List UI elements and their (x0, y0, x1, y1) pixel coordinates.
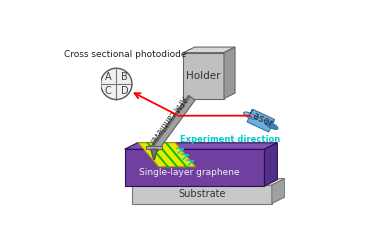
Polygon shape (224, 47, 235, 99)
Ellipse shape (244, 112, 256, 119)
Text: Cross sectional photodiode: Cross sectional photodiode (64, 50, 187, 59)
Polygon shape (151, 95, 195, 152)
Polygon shape (183, 47, 235, 53)
Ellipse shape (265, 122, 278, 129)
Polygon shape (264, 143, 277, 186)
Polygon shape (151, 149, 158, 159)
Polygon shape (183, 53, 224, 99)
Polygon shape (272, 179, 285, 204)
Polygon shape (151, 95, 191, 148)
Text: A: A (105, 72, 112, 82)
Text: AFM cantilever: AFM cantilever (147, 94, 188, 145)
Polygon shape (247, 109, 274, 132)
Text: D: D (121, 86, 128, 96)
Polygon shape (132, 179, 285, 185)
Text: Laser: Laser (247, 109, 275, 129)
Polygon shape (146, 146, 162, 149)
Text: Substrate: Substrate (178, 189, 226, 199)
Polygon shape (132, 185, 272, 204)
Polygon shape (124, 143, 277, 149)
Text: B: B (121, 72, 128, 82)
Text: Single-layer graphene: Single-layer graphene (139, 168, 240, 177)
Polygon shape (124, 149, 264, 186)
Polygon shape (138, 143, 196, 167)
Text: C: C (105, 86, 112, 96)
Text: Experiment direction: Experiment direction (180, 135, 280, 144)
Text: Holder: Holder (186, 71, 221, 81)
Circle shape (101, 68, 132, 99)
Polygon shape (151, 149, 158, 160)
